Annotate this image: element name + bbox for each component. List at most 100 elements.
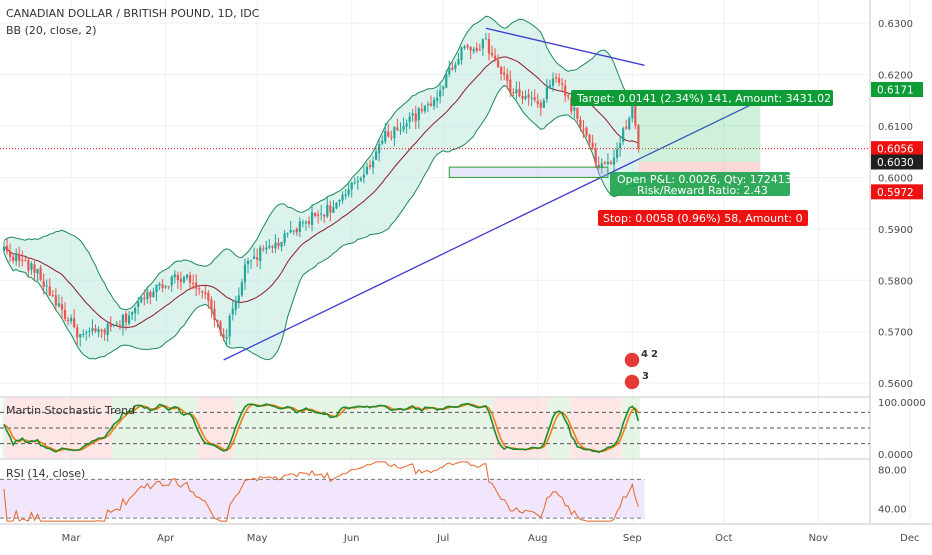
candle-body (97, 329, 100, 333)
candle (21, 250, 24, 267)
candle (445, 70, 448, 89)
event-count: 3 (642, 371, 649, 382)
candle (518, 81, 521, 98)
candle-body (94, 328, 97, 332)
candle (350, 181, 353, 198)
candle (259, 245, 262, 270)
candle (615, 142, 619, 163)
candle (432, 96, 436, 110)
candle (268, 239, 271, 250)
candle (533, 89, 536, 103)
candle-body (390, 136, 393, 138)
candle (103, 327, 106, 341)
candle-body (493, 55, 497, 61)
candle-body (198, 288, 201, 290)
candle-body (341, 194, 344, 201)
candle-body (240, 282, 243, 296)
candle-body (253, 256, 256, 259)
candle (262, 245, 265, 252)
price-tick-label: 0.6100 (878, 122, 913, 133)
candle (558, 73, 561, 87)
candle (503, 66, 506, 81)
open-pnl-text: Open P&L: 0.0026, Qty: 172413 (617, 173, 792, 186)
candle-body (344, 194, 347, 196)
candle (292, 229, 295, 236)
candle (524, 90, 527, 101)
candle (439, 82, 442, 104)
candle-body (393, 126, 396, 139)
candle-body (484, 38, 487, 40)
candle-body (368, 165, 372, 168)
candle (301, 219, 304, 228)
candle-body (585, 127, 588, 136)
candle (469, 46, 472, 60)
candle (591, 134, 594, 150)
candle-body (243, 264, 247, 283)
candle-body (192, 283, 195, 285)
candle-body (85, 332, 88, 334)
candle-body (603, 162, 606, 164)
candle (637, 123, 640, 153)
candle-body (405, 123, 408, 127)
candle (387, 123, 390, 138)
candle-body (143, 297, 146, 300)
candle (420, 102, 423, 114)
rsi-tick-label: 40.00 (878, 504, 907, 515)
candle-body (576, 107, 579, 119)
candle-body (103, 329, 106, 334)
candle-body (359, 178, 362, 181)
candle-body (622, 128, 625, 142)
candle-body (426, 104, 430, 106)
candle (234, 296, 237, 316)
price-badge-stop: 0.5972 (871, 184, 923, 200)
candle (158, 282, 161, 291)
candle (295, 227, 298, 236)
candle-body (347, 189, 350, 195)
candle (622, 126, 625, 145)
candle (609, 160, 613, 165)
candle (329, 200, 332, 222)
candle-body (329, 205, 332, 213)
candle-body (259, 247, 262, 262)
candle (88, 327, 91, 338)
candle (79, 333, 82, 347)
candle (155, 284, 158, 302)
candle (335, 201, 338, 210)
candle-body (277, 242, 280, 246)
candle-body (36, 269, 39, 274)
flag-event-icon (623, 373, 641, 391)
candle (12, 253, 15, 264)
price-tick-label: 0.6300 (878, 19, 913, 30)
candle (173, 270, 176, 284)
candle (115, 321, 118, 325)
candle (417, 107, 420, 129)
candle-body (134, 307, 137, 314)
candle (195, 274, 198, 297)
candle-body (414, 113, 417, 122)
candle (600, 158, 603, 175)
candle (66, 316, 70, 326)
candle (289, 220, 292, 234)
candle-body (591, 142, 594, 148)
candle (91, 319, 94, 336)
pnl-label: Open P&L: 0.0026, Qty: 172413Risk/Reward… (610, 172, 792, 197)
candle-body (213, 308, 216, 320)
risk-reward-text: Risk/Reward Ratio: 2.43 (637, 184, 768, 197)
candle-body (283, 233, 286, 243)
candle-body (262, 248, 265, 250)
candle (497, 54, 500, 68)
candle (167, 285, 170, 290)
candle-body (265, 247, 268, 250)
candle (579, 116, 582, 132)
candle (127, 311, 131, 326)
candle (484, 32, 487, 40)
candle-body (554, 77, 558, 79)
candle-body (195, 282, 198, 289)
candle (231, 300, 234, 321)
candle-body (500, 67, 503, 75)
candle-body (524, 96, 527, 99)
candle (222, 328, 225, 342)
candle (246, 258, 250, 274)
candle-body (619, 143, 622, 149)
